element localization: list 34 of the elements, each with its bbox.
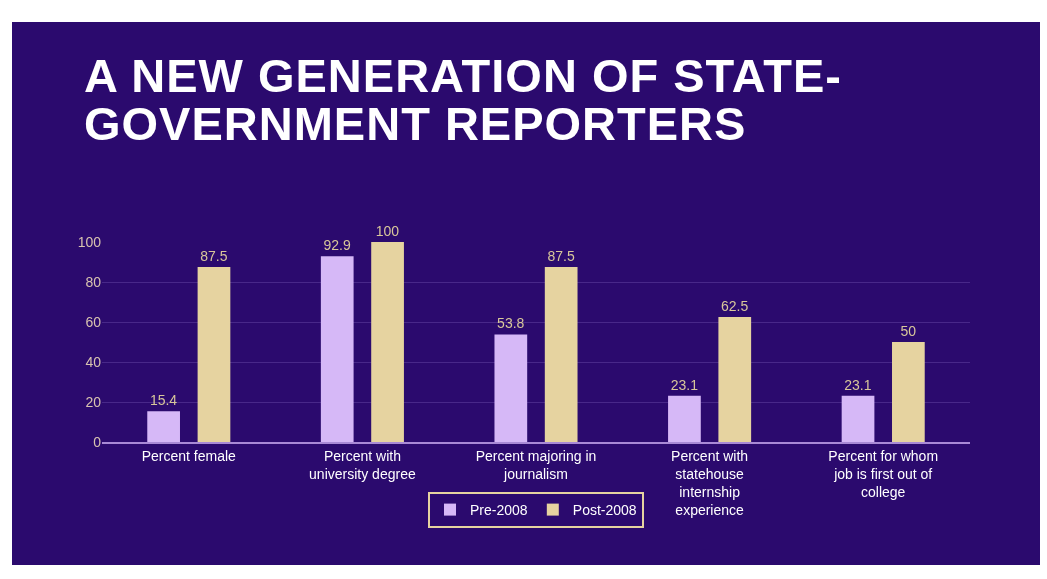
bar xyxy=(668,395,701,442)
bar xyxy=(892,342,925,442)
x-tick-label: Percent for whom job is first out of college xyxy=(828,447,939,501)
bar xyxy=(544,267,578,442)
data-label: 62.5 xyxy=(721,298,749,314)
legend-label: Pre-2008 xyxy=(470,502,528,519)
legend-label: Post-2008 xyxy=(572,502,637,519)
bar xyxy=(147,411,180,442)
data-label: 23.1 xyxy=(844,376,872,393)
data-label: 53.8 xyxy=(497,315,525,332)
y-tick-label: 20 xyxy=(85,393,102,410)
data-label: 50 xyxy=(900,323,917,339)
data-label: 23.1 xyxy=(670,376,699,393)
bar xyxy=(371,242,404,442)
bar xyxy=(197,267,231,442)
data-label: 87.5 xyxy=(547,248,575,264)
bar xyxy=(320,256,354,442)
y-tick-label: 0 xyxy=(93,433,102,450)
data-label: 100 xyxy=(375,223,400,239)
data-label: 87.5 xyxy=(200,248,228,264)
x-tick-label: Percent with university degree xyxy=(309,447,416,482)
bar xyxy=(718,317,752,442)
x-tick-label: Percent majoring in journalism xyxy=(475,447,597,482)
x-tick-label: Percent with statehouse internship experience xyxy=(671,447,749,519)
bar xyxy=(841,395,875,442)
x-tick-label: Percent female xyxy=(141,447,237,464)
chart-title: A NEW GENERATION OF STATE-GOVERNMENT REPORTERS xyxy=(84,49,843,150)
data-label: 92.9 xyxy=(323,237,351,254)
y-tick-label: 100 xyxy=(77,233,102,250)
y-tick-label: 40 xyxy=(85,353,102,370)
y-tick-label: 80 xyxy=(85,273,102,290)
y-tick-label: 60 xyxy=(85,313,102,330)
data-label: 15.4 xyxy=(149,392,178,409)
bar xyxy=(494,334,528,442)
